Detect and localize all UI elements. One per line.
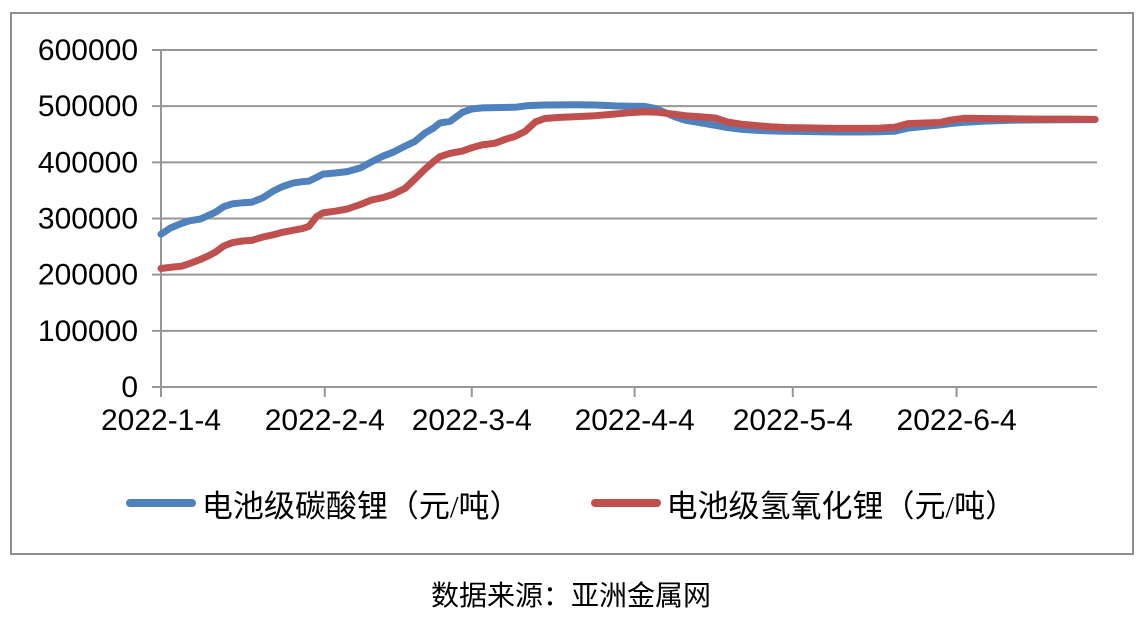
x-tick-label-2: 2022-3-4 (412, 404, 532, 437)
x-tick-label-0: 2022-1-4 (101, 404, 221, 437)
legend-label-lithium-carbonate: 电池级碳酸锂（元/吨） (201, 488, 521, 524)
x-tick-label-4: 2022-5-4 (733, 404, 853, 437)
y-tick-label-100000: 100000 (38, 315, 138, 348)
y-tick-label-600000: 600000 (38, 34, 138, 67)
legend-label-lithium-hydroxide: 电池级氢氧化锂（元/吨） (666, 488, 1017, 524)
x-tick-label-1: 2022-2-4 (265, 404, 385, 437)
y-tick-label-300000: 300000 (38, 203, 138, 236)
x-tick-label-5: 2022-6-4 (897, 404, 1017, 437)
y-tick-label-200000: 200000 (38, 259, 138, 292)
chart-legend: 电池级碳酸锂（元/吨） 电池级氢氧化锂（元/吨） (0, 476, 1142, 530)
series-line-1 (157, 108, 1099, 272)
series-line-0 (157, 101, 1099, 238)
legend-item-lithium-hydroxide: 电池级氢氧化锂（元/吨） (590, 481, 1017, 526)
legend-item-lithium-carbonate: 电池级碳酸锂（元/吨） (125, 481, 521, 526)
source-caption: 数据来源：亚洲金属网 (430, 581, 711, 612)
legend-swatch-lithium-hydroxide (590, 499, 661, 507)
y-tick-label-400000: 400000 (38, 146, 138, 179)
x-tick-label-3: 2022-4-4 (575, 404, 695, 437)
y-tick-label-0: 0 (121, 371, 138, 404)
y-tick-label-500000: 500000 (38, 90, 138, 123)
legend-swatch-lithium-carbonate (125, 499, 196, 507)
